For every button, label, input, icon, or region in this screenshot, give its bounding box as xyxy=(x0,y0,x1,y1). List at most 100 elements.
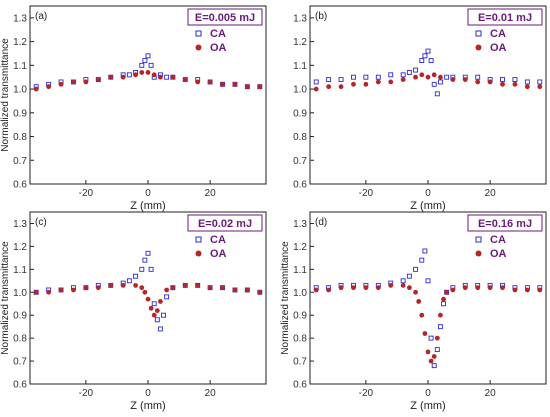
legend-title-box xyxy=(467,214,543,232)
ca-data-point xyxy=(338,77,344,83)
series-oa xyxy=(33,70,263,92)
y-tick-label: 0.6 xyxy=(293,380,307,391)
y-tick-label: 0.8 xyxy=(293,132,307,143)
oa-data-point xyxy=(148,305,154,311)
legend-oa-marker xyxy=(475,44,482,51)
ca-data-point xyxy=(363,74,369,80)
oa-data-point xyxy=(151,72,157,78)
oa-data-point xyxy=(428,358,434,364)
legend-entry-oa: OA xyxy=(210,248,227,260)
oa-data-point xyxy=(434,335,440,341)
ca-data-point xyxy=(126,278,132,284)
legend-ca-marker xyxy=(475,236,482,243)
oa-data-point xyxy=(164,287,170,293)
oa-data-point xyxy=(158,74,163,80)
oa-data-point xyxy=(431,72,437,78)
oa-data-point xyxy=(524,84,530,90)
oa-data-point xyxy=(207,79,213,85)
series-oa xyxy=(313,282,543,364)
oa-data-point xyxy=(71,79,76,85)
oa-data-point xyxy=(388,79,394,85)
ca-data-point xyxy=(142,58,148,64)
ca-data-point xyxy=(431,363,437,369)
ca-data-point xyxy=(431,81,437,87)
oa-data-point xyxy=(58,81,64,87)
oa-data-point xyxy=(512,287,518,293)
oa-data-point xyxy=(139,285,145,291)
ca-data-point xyxy=(164,294,170,300)
oa-data-point xyxy=(145,296,151,302)
oa-data-point xyxy=(363,81,369,87)
oa-data-point xyxy=(462,77,468,82)
y-tick-label: 1.2 xyxy=(13,37,27,48)
ca-data-point xyxy=(151,301,157,307)
y-tick-label: 0.8 xyxy=(293,334,307,345)
y-tick-label: 0.6 xyxy=(13,380,27,391)
oa-data-point xyxy=(154,308,160,314)
x-tick-label: 0 xyxy=(145,388,151,399)
y-tick-label: 1.3 xyxy=(13,219,27,230)
y-tick-label: 1.0 xyxy=(293,288,307,299)
oa-data-point xyxy=(95,77,101,82)
oa-data-point xyxy=(170,285,176,291)
oa-data-point xyxy=(220,81,225,87)
legend-oa-marker xyxy=(195,44,202,51)
ca-data-point xyxy=(157,326,163,332)
oa-data-point xyxy=(500,81,505,87)
oa-data-point xyxy=(83,79,89,85)
oa-data-point xyxy=(413,289,418,295)
legend-title-box xyxy=(467,8,543,26)
oa-data-point xyxy=(450,287,456,293)
ca-data-point xyxy=(406,273,412,279)
legend-entry-oa: OA xyxy=(210,42,227,54)
panel-b: 0.6 0.7 0.8 0.9 1.0 1.1 1.2 1.3 -20 0 20 Z (mm) (b) E… xyxy=(293,5,547,212)
oa-data-point xyxy=(46,84,52,90)
panel-label: (a) xyxy=(35,11,47,22)
oa-data-point xyxy=(95,285,101,291)
x-axis-label: Z (mm) xyxy=(410,400,445,412)
ca-data-point xyxy=(406,70,412,75)
y-tick-label: 1.0 xyxy=(13,85,27,96)
ca-data-point xyxy=(126,72,132,78)
y-tick-label: 0.6 xyxy=(13,180,27,191)
oa-data-point xyxy=(388,282,394,288)
ca-data-point xyxy=(500,77,505,83)
oa-data-point xyxy=(500,285,505,291)
oa-data-point xyxy=(419,312,425,318)
x-tick-label: 0 xyxy=(425,188,431,199)
legend: E=0.005 mJ CA OA xyxy=(187,8,263,54)
oa-data-point xyxy=(58,287,64,293)
ca-data-point xyxy=(419,257,425,263)
y-tick-label: 1.1 xyxy=(293,61,307,72)
y-tick-label: 1.1 xyxy=(13,265,27,276)
legend-ca-marker xyxy=(475,30,482,37)
oa-data-point xyxy=(450,77,456,82)
ca-data-point xyxy=(139,62,145,68)
oa-data-point xyxy=(232,81,238,87)
oa-data-point xyxy=(413,74,418,80)
y-tick-label: 0.9 xyxy=(13,311,27,322)
legend-entry-ca: CA xyxy=(490,28,506,40)
oa-data-point xyxy=(400,282,406,288)
y-tick-label: 0.7 xyxy=(13,357,27,368)
oa-data-point xyxy=(220,285,225,291)
legend-entry-ca: CA xyxy=(210,234,226,246)
oa-data-point xyxy=(462,285,468,291)
series-oa xyxy=(33,282,263,318)
ca-data-point xyxy=(148,266,154,272)
ca-data-point xyxy=(400,72,406,78)
oa-data-point xyxy=(133,282,138,288)
y-axis-label: Normalized transmittance xyxy=(0,38,11,152)
oa-data-point xyxy=(108,74,114,80)
ca-data-point xyxy=(148,62,154,68)
ca-data-point xyxy=(164,74,170,80)
ca-data-point xyxy=(428,58,434,64)
y-tick-label: 0.9 xyxy=(293,108,307,119)
ca-data-point xyxy=(437,79,443,85)
ca-data-point xyxy=(428,335,434,341)
oa-data-point xyxy=(475,285,481,291)
oa-data-point xyxy=(158,299,163,304)
ca-data-point xyxy=(512,77,518,83)
oa-data-point xyxy=(416,299,422,304)
oa-data-point xyxy=(326,287,332,293)
